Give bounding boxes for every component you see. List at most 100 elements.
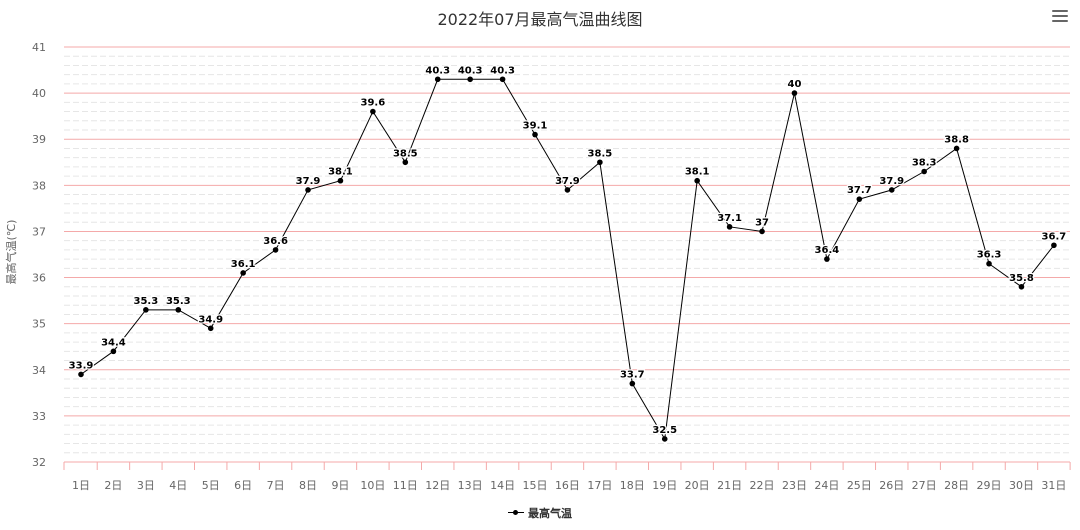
data-label: 36.1 <box>231 259 256 270</box>
x-tick-label: 26日 <box>879 479 904 492</box>
data-point <box>207 325 214 332</box>
data-label: 37.9 <box>296 176 321 187</box>
data-point <box>986 260 992 267</box>
y-tick-label: 36 <box>32 272 46 285</box>
x-tick-label: 17日 <box>587 479 612 492</box>
x-tick-label: 21日 <box>717 479 742 492</box>
x-tick-label: 27日 <box>912 479 937 492</box>
data-point <box>921 168 927 175</box>
y-tick-label: 33 <box>32 410 46 423</box>
x-tick-label: 24日 <box>814 479 839 492</box>
data-label: 38.5 <box>393 148 418 159</box>
data-label: 36.4 <box>815 245 840 256</box>
data-label: 38.3 <box>912 158 937 169</box>
data-label: 37.9 <box>555 176 580 187</box>
data-label: 36.3 <box>977 250 1002 261</box>
x-tick-label: 2日 <box>104 479 122 492</box>
x-tick-label: 29日 <box>977 479 1002 492</box>
data-point <box>629 380 636 387</box>
data-point <box>759 228 765 235</box>
x-tick-label: 28日 <box>944 479 969 492</box>
menu-bar <box>1052 10 1068 12</box>
x-tick-label: 16日 <box>555 479 580 492</box>
data-label: 39.1 <box>523 121 548 132</box>
data-label: 37.1 <box>717 213 742 224</box>
data-point <box>434 76 441 83</box>
data-point <box>726 224 733 230</box>
data-point <box>175 307 182 313</box>
x-tick-label: 25日 <box>847 479 872 492</box>
x-tick-label: 3日 <box>137 479 155 492</box>
y-tick-label: 41 <box>32 41 46 54</box>
data-point <box>467 76 473 83</box>
data-point <box>694 177 700 184</box>
x-tick-label: 31日 <box>1041 479 1066 492</box>
data-label: 37 <box>755 217 769 228</box>
data-label: 36.6 <box>263 236 288 247</box>
data-point <box>856 196 863 202</box>
data-label: 38.1 <box>685 167 710 178</box>
data-label: 35.3 <box>134 296 159 307</box>
hamburger-menu-icon[interactable] <box>1052 10 1068 24</box>
y-tick-label: 32 <box>32 456 46 469</box>
data-label: 33.9 <box>69 360 94 371</box>
data-point <box>564 187 571 193</box>
data-label: 37.9 <box>879 176 904 187</box>
x-tick-label: 20日 <box>685 479 710 492</box>
x-tick-label: 15日 <box>523 479 548 492</box>
x-tick-label: 13日 <box>458 479 483 492</box>
data-label: 32.5 <box>652 425 677 436</box>
data-point <box>1018 283 1025 290</box>
data-label: 34.9 <box>198 314 223 325</box>
y-tick-label: 35 <box>32 318 46 331</box>
data-point <box>1051 242 1057 249</box>
x-tick-label: 10日 <box>360 479 385 492</box>
data-point <box>597 159 603 166</box>
x-tick-label: 4日 <box>169 479 187 492</box>
data-label: 38.1 <box>328 167 353 178</box>
y-tick-label: 40 <box>32 87 46 100</box>
data-label: 40 <box>787 79 801 90</box>
data-label: 34.4 <box>101 337 126 348</box>
legend-label: 最高气温 <box>528 507 572 520</box>
x-tick-label: 1日 <box>72 479 90 492</box>
data-point <box>499 76 506 83</box>
menu-bar <box>1052 15 1068 17</box>
x-tick-label: 11日 <box>393 479 418 492</box>
x-tick-label: 22日 <box>750 479 775 492</box>
menu-bar <box>1052 20 1068 22</box>
x-tick-label: 14日 <box>490 479 515 492</box>
legend: 最高气温 <box>0 505 1080 521</box>
data-point <box>337 177 344 184</box>
legend-item-series[interactable]: 最高气温 <box>508 505 572 521</box>
y-tick-label: 34 <box>32 364 46 377</box>
chart-title: 2022年07月最高气温曲线图 <box>437 10 643 29</box>
data-label: 40.3 <box>425 65 450 76</box>
data-point <box>888 187 895 193</box>
x-tick-label: 9日 <box>331 479 349 492</box>
data-label: 40.3 <box>490 65 515 76</box>
data-label: 33.7 <box>620 370 645 381</box>
x-tick-label: 8日 <box>299 479 317 492</box>
x-tick-label: 5日 <box>202 479 220 492</box>
data-point <box>791 90 798 96</box>
x-tick-label: 12日 <box>425 479 450 492</box>
data-label: 36.7 <box>1042 231 1067 242</box>
data-label: 39.6 <box>361 98 386 109</box>
data-label: 35.8 <box>1009 273 1034 284</box>
data-point <box>824 256 830 262</box>
data-point <box>110 348 117 355</box>
data-point <box>661 436 668 442</box>
x-tick-label: 30日 <box>1009 479 1034 492</box>
data-point <box>370 108 376 115</box>
x-tick-label: 6日 <box>234 479 252 492</box>
x-tick-label: 19日 <box>652 479 677 492</box>
y-tick-label: 39 <box>32 133 46 146</box>
y-tick-label: 38 <box>32 179 46 192</box>
x-tick-label: 18日 <box>620 479 645 492</box>
y-tick-label: 37 <box>32 225 46 238</box>
data-label: 40.3 <box>458 65 483 76</box>
data-point <box>953 145 960 152</box>
data-label: 38.8 <box>944 134 969 145</box>
